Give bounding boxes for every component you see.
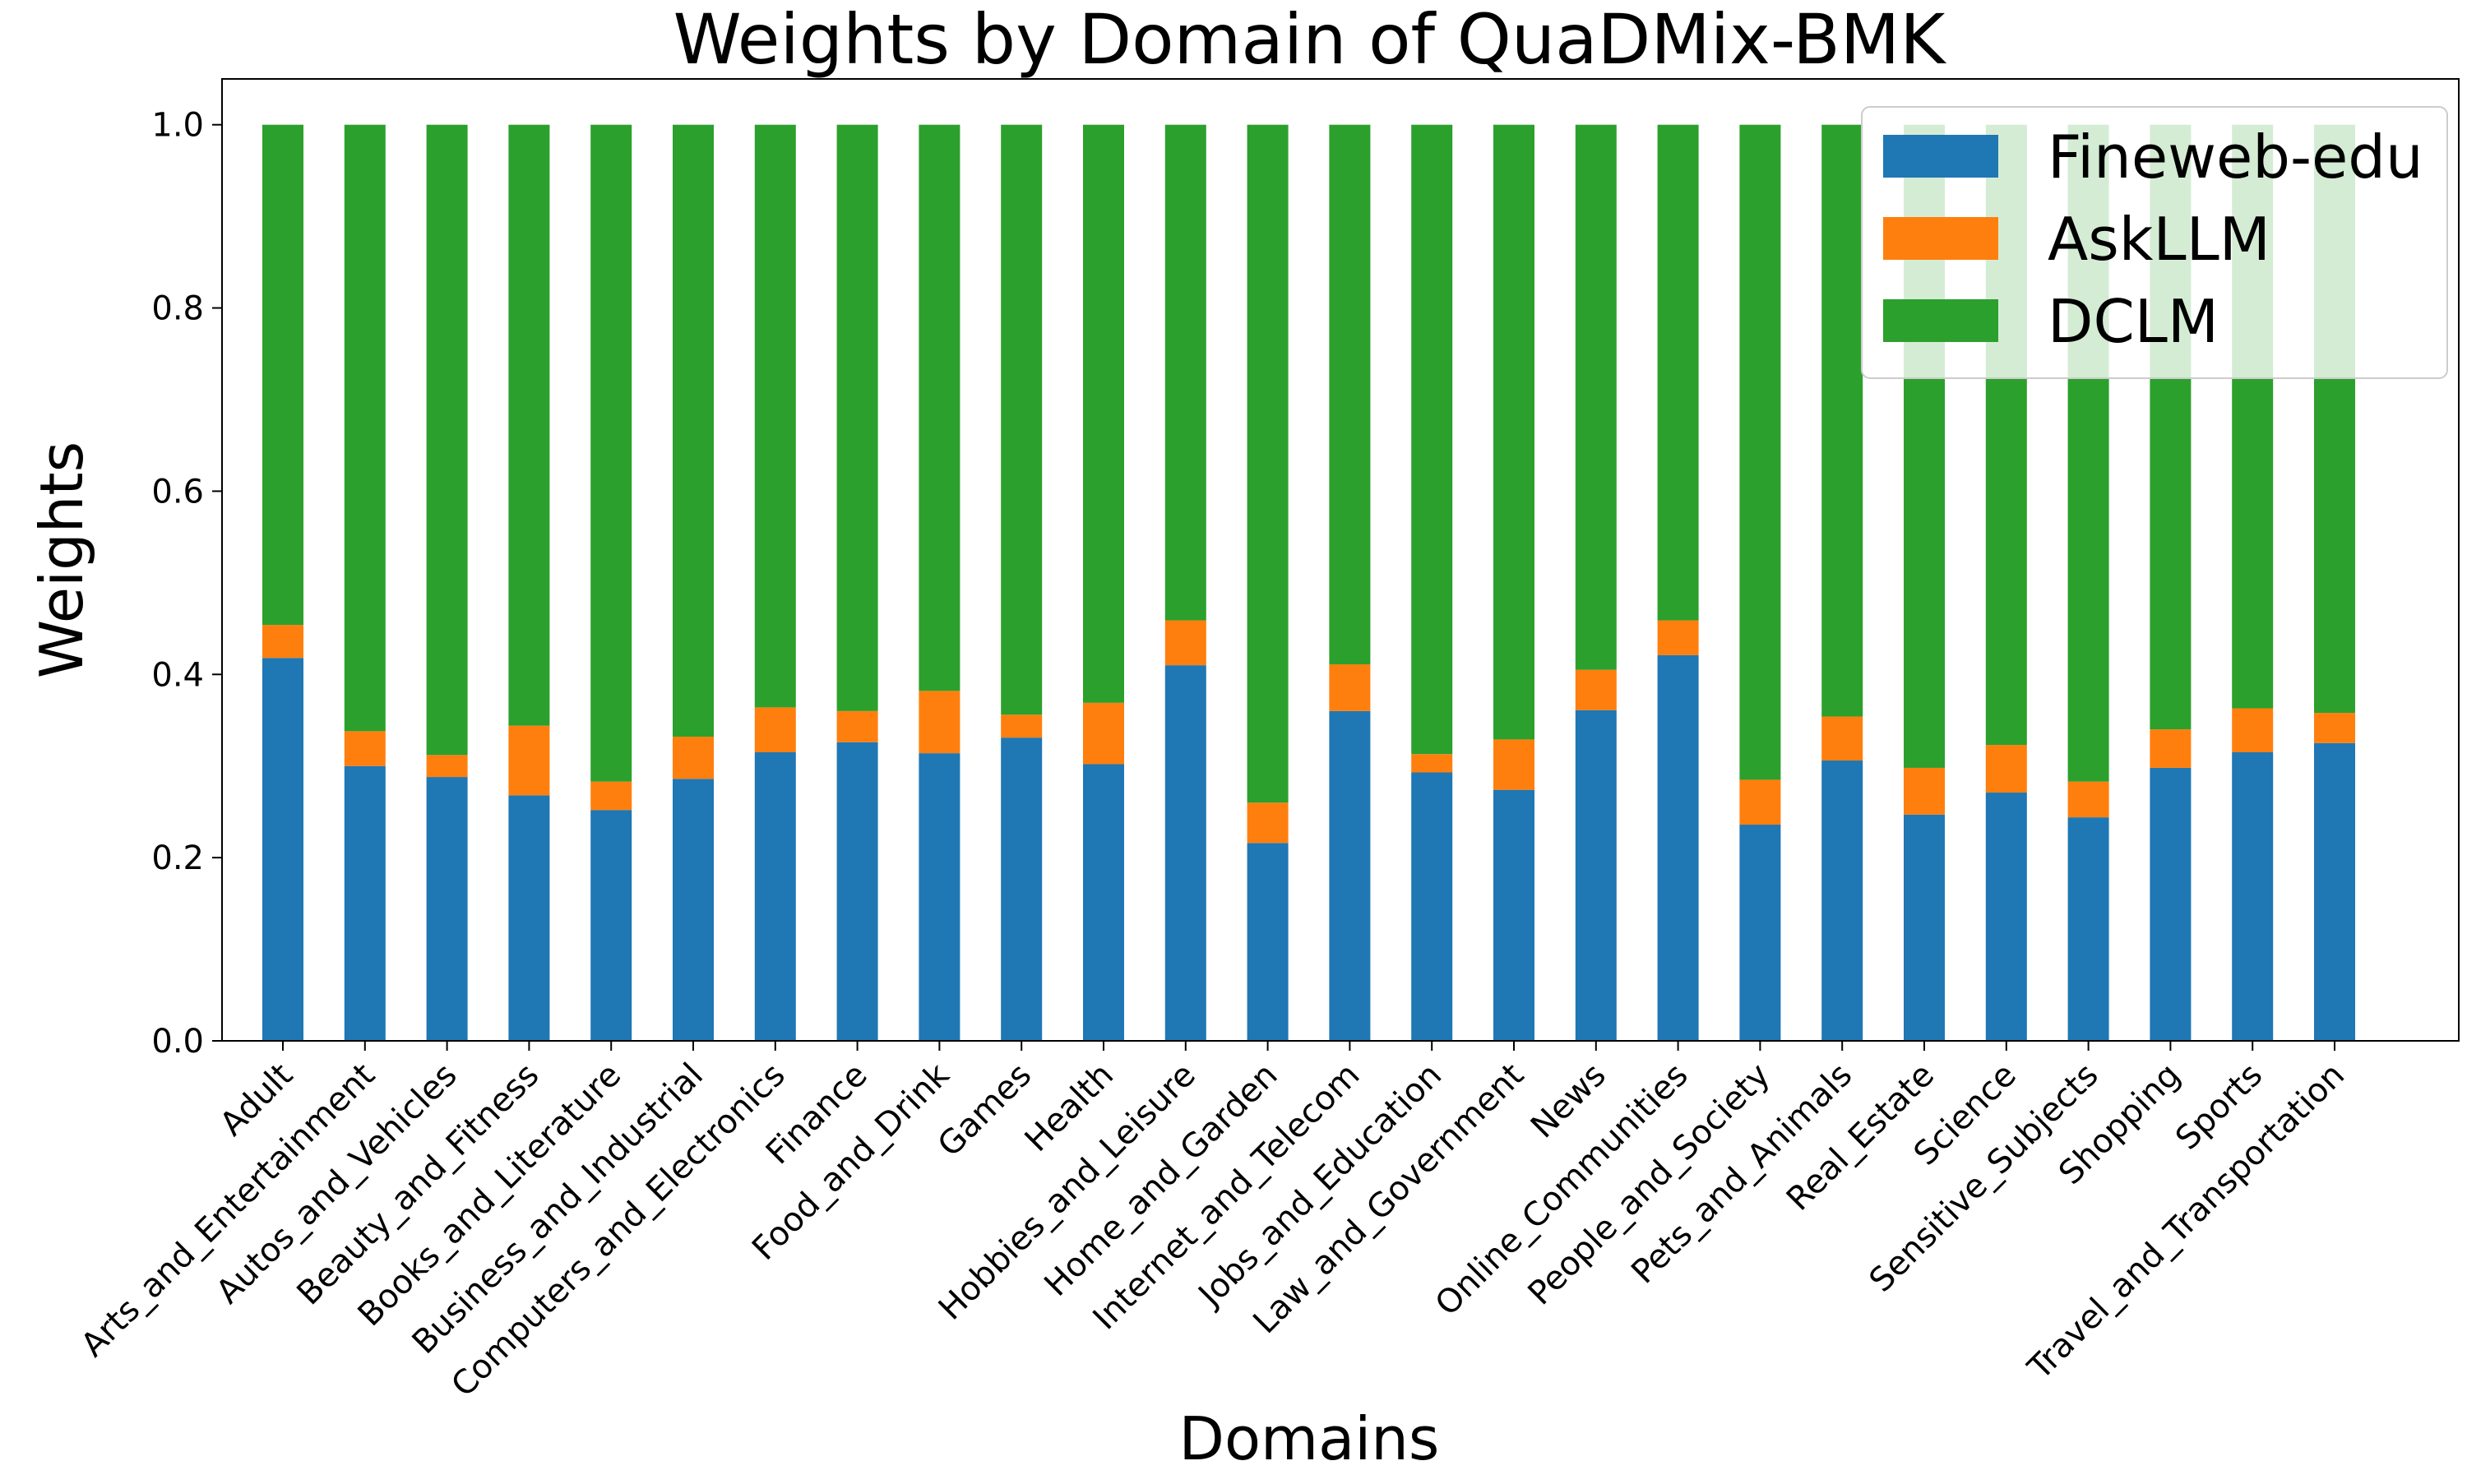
bar-dclm-food-and-drink	[919, 124, 960, 691]
bar-askllm-computers-and-electronics	[754, 707, 796, 752]
legend-background	[1861, 106, 2448, 379]
legend-label-askllm: AskLLM	[2048, 205, 2270, 274]
bar-askllm-games	[1001, 714, 1043, 738]
bar-fineweb-edu-sensitive-subjects	[2067, 817, 2109, 1041]
bar-askllm-business-and-industrial	[673, 737, 714, 779]
legend-background-group	[1861, 106, 2448, 379]
bar-fineweb-edu-jobs-and-education	[1411, 772, 1453, 1041]
bar-dclm-news	[1575, 124, 1617, 670]
bar-fineweb-edu-books-and-literature	[590, 810, 632, 1041]
bar-dclm-jobs-and-education	[1411, 124, 1453, 755]
y-tick-label: 1.0	[151, 107, 204, 145]
y-axis-label: Weights	[27, 442, 96, 678]
bar-dclm-home-and-garden	[1247, 124, 1289, 803]
bar-askllm-law-and-government	[1493, 739, 1534, 790]
bar-fineweb-edu-law-and-government	[1493, 789, 1534, 1041]
bar-askllm-hobbies-and-leisure	[1164, 620, 1206, 666]
bar-askllm-arts-and-entertainment	[344, 731, 386, 766]
bar-dclm-books-and-literature	[590, 124, 632, 782]
bar-fineweb-edu-health	[1083, 764, 1124, 1041]
bar-askllm-travel-and-transportation	[2314, 713, 2355, 743]
y-tick-label: 0.8	[151, 290, 204, 328]
bar-fineweb-edu-beauty-and-fitness	[508, 795, 550, 1041]
bar-askllm-finance	[836, 710, 878, 742]
bar-askllm-pets-and-animals	[1821, 716, 1863, 761]
bar-fineweb-edu-people-and-society	[1739, 825, 1781, 1041]
bar-askllm-jobs-and-education	[1411, 754, 1453, 773]
bar-fineweb-edu-news	[1575, 710, 1617, 1041]
bar-fineweb-edu-sports	[2232, 752, 2274, 1041]
legend-swatch-dclm	[1883, 299, 1998, 342]
bar-askllm-beauty-and-fitness	[508, 725, 550, 796]
bar-dclm-autos-and-vehicles	[426, 124, 468, 756]
bar-dclm-adult	[262, 124, 303, 626]
bar-dclm-business-and-industrial	[673, 124, 714, 737]
bar-dclm-internet-and-telecom	[1329, 124, 1371, 665]
y-tick-label: 0.2	[151, 839, 204, 877]
legend: Fineweb-edu AskLLM DCLM	[1883, 123, 2423, 356]
bar-dclm-finance	[836, 124, 878, 711]
bar-fineweb-edu-home-and-garden	[1247, 843, 1289, 1041]
bars-group	[262, 124, 2355, 1041]
bar-askllm-real-estate	[1904, 767, 1945, 815]
bar-askllm-sports	[2232, 708, 2274, 752]
bar-askllm-home-and-garden	[1247, 802, 1289, 844]
bar-dclm-beauty-and-fitness	[508, 124, 550, 726]
x-tick-label-games: Games	[931, 1056, 1039, 1164]
bar-askllm-sensitive-subjects	[2067, 781, 2109, 818]
bar-askllm-news	[1575, 669, 1617, 710]
bar-dclm-law-and-government	[1493, 124, 1534, 740]
bar-askllm-online-communities	[1657, 620, 1699, 655]
bar-dclm-people-and-society	[1739, 124, 1781, 780]
bar-fineweb-edu-internet-and-telecom	[1329, 710, 1371, 1041]
bar-askllm-health	[1083, 702, 1124, 765]
bar-askllm-science	[1985, 745, 2027, 793]
bar-dclm-games	[1001, 124, 1043, 715]
bar-askllm-people-and-society	[1739, 779, 1781, 825]
bar-fineweb-edu-games	[1001, 737, 1043, 1041]
bar-askllm-internet-and-telecom	[1329, 664, 1371, 711]
bar-askllm-shopping	[2150, 729, 2192, 768]
y-tick-label: 0.0	[151, 1023, 204, 1061]
bar-fineweb-edu-computers-and-electronics	[754, 752, 796, 1041]
x-axis: AdultArts_and_EntertainmentAutos_and_Veh…	[74, 1041, 2352, 1404]
legend-label-fineweb-edu: Fineweb-edu	[2048, 123, 2423, 192]
bar-fineweb-edu-arts-and-entertainment	[344, 765, 386, 1041]
bar-fineweb-edu-autos-and-vehicles	[426, 777, 468, 1041]
bar-fineweb-edu-hobbies-and-leisure	[1164, 665, 1206, 1041]
bar-fineweb-edu-business-and-industrial	[673, 779, 714, 1041]
bar-fineweb-edu-real-estate	[1904, 814, 1945, 1041]
bar-fineweb-edu-shopping	[2150, 767, 2192, 1041]
bar-fineweb-edu-pets-and-animals	[1821, 760, 1863, 1041]
bar-fineweb-edu-online-communities	[1657, 654, 1699, 1041]
chart-title: Weights by Domain of QuaDMix-BMK	[673, 0, 1947, 80]
bar-askllm-adult	[262, 625, 303, 659]
legend-swatch-fineweb-edu	[1883, 135, 1998, 178]
bar-askllm-books-and-literature	[590, 781, 632, 811]
y-axis: 0.0 0.2 0.4 0.6 0.8 1.0	[151, 107, 222, 1061]
bar-dclm-computers-and-electronics	[754, 124, 796, 708]
bar-fineweb-edu-adult	[262, 658, 303, 1041]
bar-fineweb-edu-science	[1985, 793, 2027, 1041]
legend-swatch-askllm	[1883, 217, 1998, 260]
y-tick-label: 0.6	[151, 473, 204, 511]
y-tick-label: 0.4	[151, 656, 204, 694]
bar-dclm-pets-and-animals	[1821, 124, 1863, 717]
bar-askllm-autos-and-vehicles	[426, 755, 468, 778]
x-axis-label: Domains	[1179, 1404, 1440, 1473]
bar-dclm-hobbies-and-leisure	[1164, 124, 1206, 621]
bar-fineweb-edu-food-and-drink	[919, 753, 960, 1041]
bar-fineweb-edu-travel-and-transportation	[2314, 742, 2355, 1041]
bar-dclm-online-communities	[1657, 124, 1699, 621]
bar-askllm-food-and-drink	[919, 691, 960, 754]
bar-dclm-arts-and-entertainment	[344, 124, 386, 732]
plot-frame	[221, 78, 2460, 1042]
legend-label-dclm: DCLM	[2048, 287, 2219, 356]
bar-dclm-health	[1083, 124, 1124, 703]
bar-fineweb-edu-finance	[836, 742, 878, 1041]
